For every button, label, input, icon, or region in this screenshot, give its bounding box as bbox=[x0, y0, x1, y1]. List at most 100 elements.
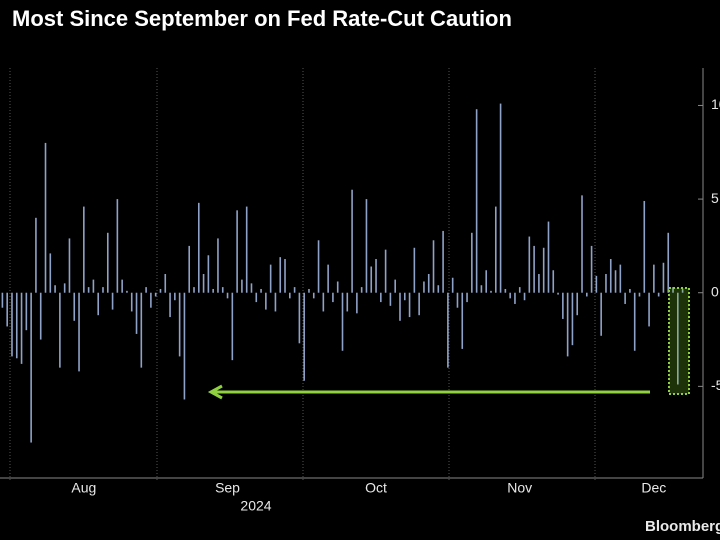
bar bbox=[145, 287, 147, 293]
bar bbox=[111, 292, 114, 310]
bar bbox=[217, 238, 219, 293]
bar bbox=[653, 264, 655, 293]
bar bbox=[418, 292, 420, 316]
bar bbox=[514, 292, 516, 304]
bar bbox=[672, 287, 674, 293]
bar bbox=[528, 236, 531, 293]
bar bbox=[312, 292, 315, 299]
bar bbox=[154, 292, 157, 297]
bar bbox=[466, 292, 468, 303]
bar bbox=[566, 292, 569, 357]
bar bbox=[394, 279, 396, 293]
bar bbox=[245, 206, 248, 293]
bar bbox=[557, 292, 559, 295]
bar bbox=[638, 292, 641, 297]
bar bbox=[30, 292, 32, 443]
bar bbox=[207, 255, 210, 293]
bar bbox=[456, 292, 459, 308]
bar bbox=[442, 230, 444, 293]
bar bbox=[39, 292, 42, 340]
bar bbox=[384, 249, 387, 293]
bar bbox=[629, 288, 631, 293]
x-tick-label: Aug bbox=[71, 480, 96, 496]
bar bbox=[399, 292, 401, 321]
bar bbox=[427, 274, 430, 293]
bar bbox=[289, 292, 291, 299]
bar bbox=[188, 245, 191, 293]
bar bbox=[509, 292, 511, 299]
bar bbox=[380, 292, 382, 303]
bar bbox=[298, 292, 301, 344]
bar bbox=[303, 292, 305, 381]
bar bbox=[542, 247, 545, 293]
bar bbox=[475, 109, 478, 293]
source: Bloomberg bbox=[645, 518, 720, 535]
bar bbox=[87, 287, 90, 293]
bar bbox=[159, 288, 162, 293]
bar bbox=[437, 285, 440, 293]
bar bbox=[576, 292, 579, 316]
bar bbox=[677, 292, 679, 385]
x-axis-label: 2024 bbox=[240, 498, 271, 514]
bar bbox=[403, 292, 406, 301]
bar bbox=[657, 292, 660, 297]
bar bbox=[212, 288, 214, 293]
y-tick-label: 5 bbox=[711, 190, 719, 206]
bar bbox=[586, 292, 588, 297]
bar bbox=[150, 292, 152, 308]
bar bbox=[169, 292, 171, 318]
bar bbox=[451, 277, 454, 293]
bar bbox=[6, 292, 8, 327]
bar bbox=[59, 292, 61, 368]
bar bbox=[432, 240, 435, 293]
bar bbox=[1, 292, 4, 308]
bar bbox=[370, 266, 373, 293]
bars bbox=[1, 103, 684, 443]
bar bbox=[164, 274, 167, 293]
bar bbox=[308, 288, 310, 293]
bar bbox=[116, 199, 119, 293]
bar bbox=[471, 232, 473, 293]
bar bbox=[322, 292, 325, 312]
bar bbox=[581, 195, 583, 293]
bar bbox=[274, 292, 277, 312]
bar bbox=[341, 292, 344, 351]
bar bbox=[250, 283, 253, 293]
bar bbox=[494, 206, 497, 293]
bar bbox=[523, 292, 526, 301]
bar bbox=[447, 292, 449, 368]
bar bbox=[269, 264, 272, 293]
bar bbox=[241, 279, 243, 293]
bar bbox=[389, 292, 392, 306]
bar bbox=[336, 281, 339, 293]
bar bbox=[260, 288, 262, 293]
bar bbox=[609, 259, 612, 293]
bar bbox=[78, 292, 80, 372]
bar bbox=[25, 292, 28, 331]
bar bbox=[332, 292, 334, 303]
bar bbox=[533, 245, 535, 293]
bar bbox=[590, 245, 593, 293]
bar bbox=[178, 292, 181, 357]
bar bbox=[375, 259, 377, 293]
bar bbox=[643, 200, 646, 293]
bar bbox=[346, 292, 349, 312]
bar bbox=[562, 292, 564, 319]
bar bbox=[619, 264, 622, 293]
bar bbox=[552, 270, 555, 293]
bar bbox=[662, 262, 665, 293]
bar bbox=[49, 253, 52, 293]
bar bbox=[595, 275, 598, 293]
bar bbox=[648, 292, 650, 327]
bar bbox=[106, 232, 109, 293]
bar bbox=[44, 142, 47, 293]
bar bbox=[365, 199, 368, 293]
bar bbox=[614, 270, 617, 293]
bar bbox=[499, 103, 502, 293]
bar bbox=[571, 292, 574, 346]
bar bbox=[490, 290, 492, 293]
bar bbox=[317, 240, 320, 293]
bar bbox=[15, 292, 18, 359]
